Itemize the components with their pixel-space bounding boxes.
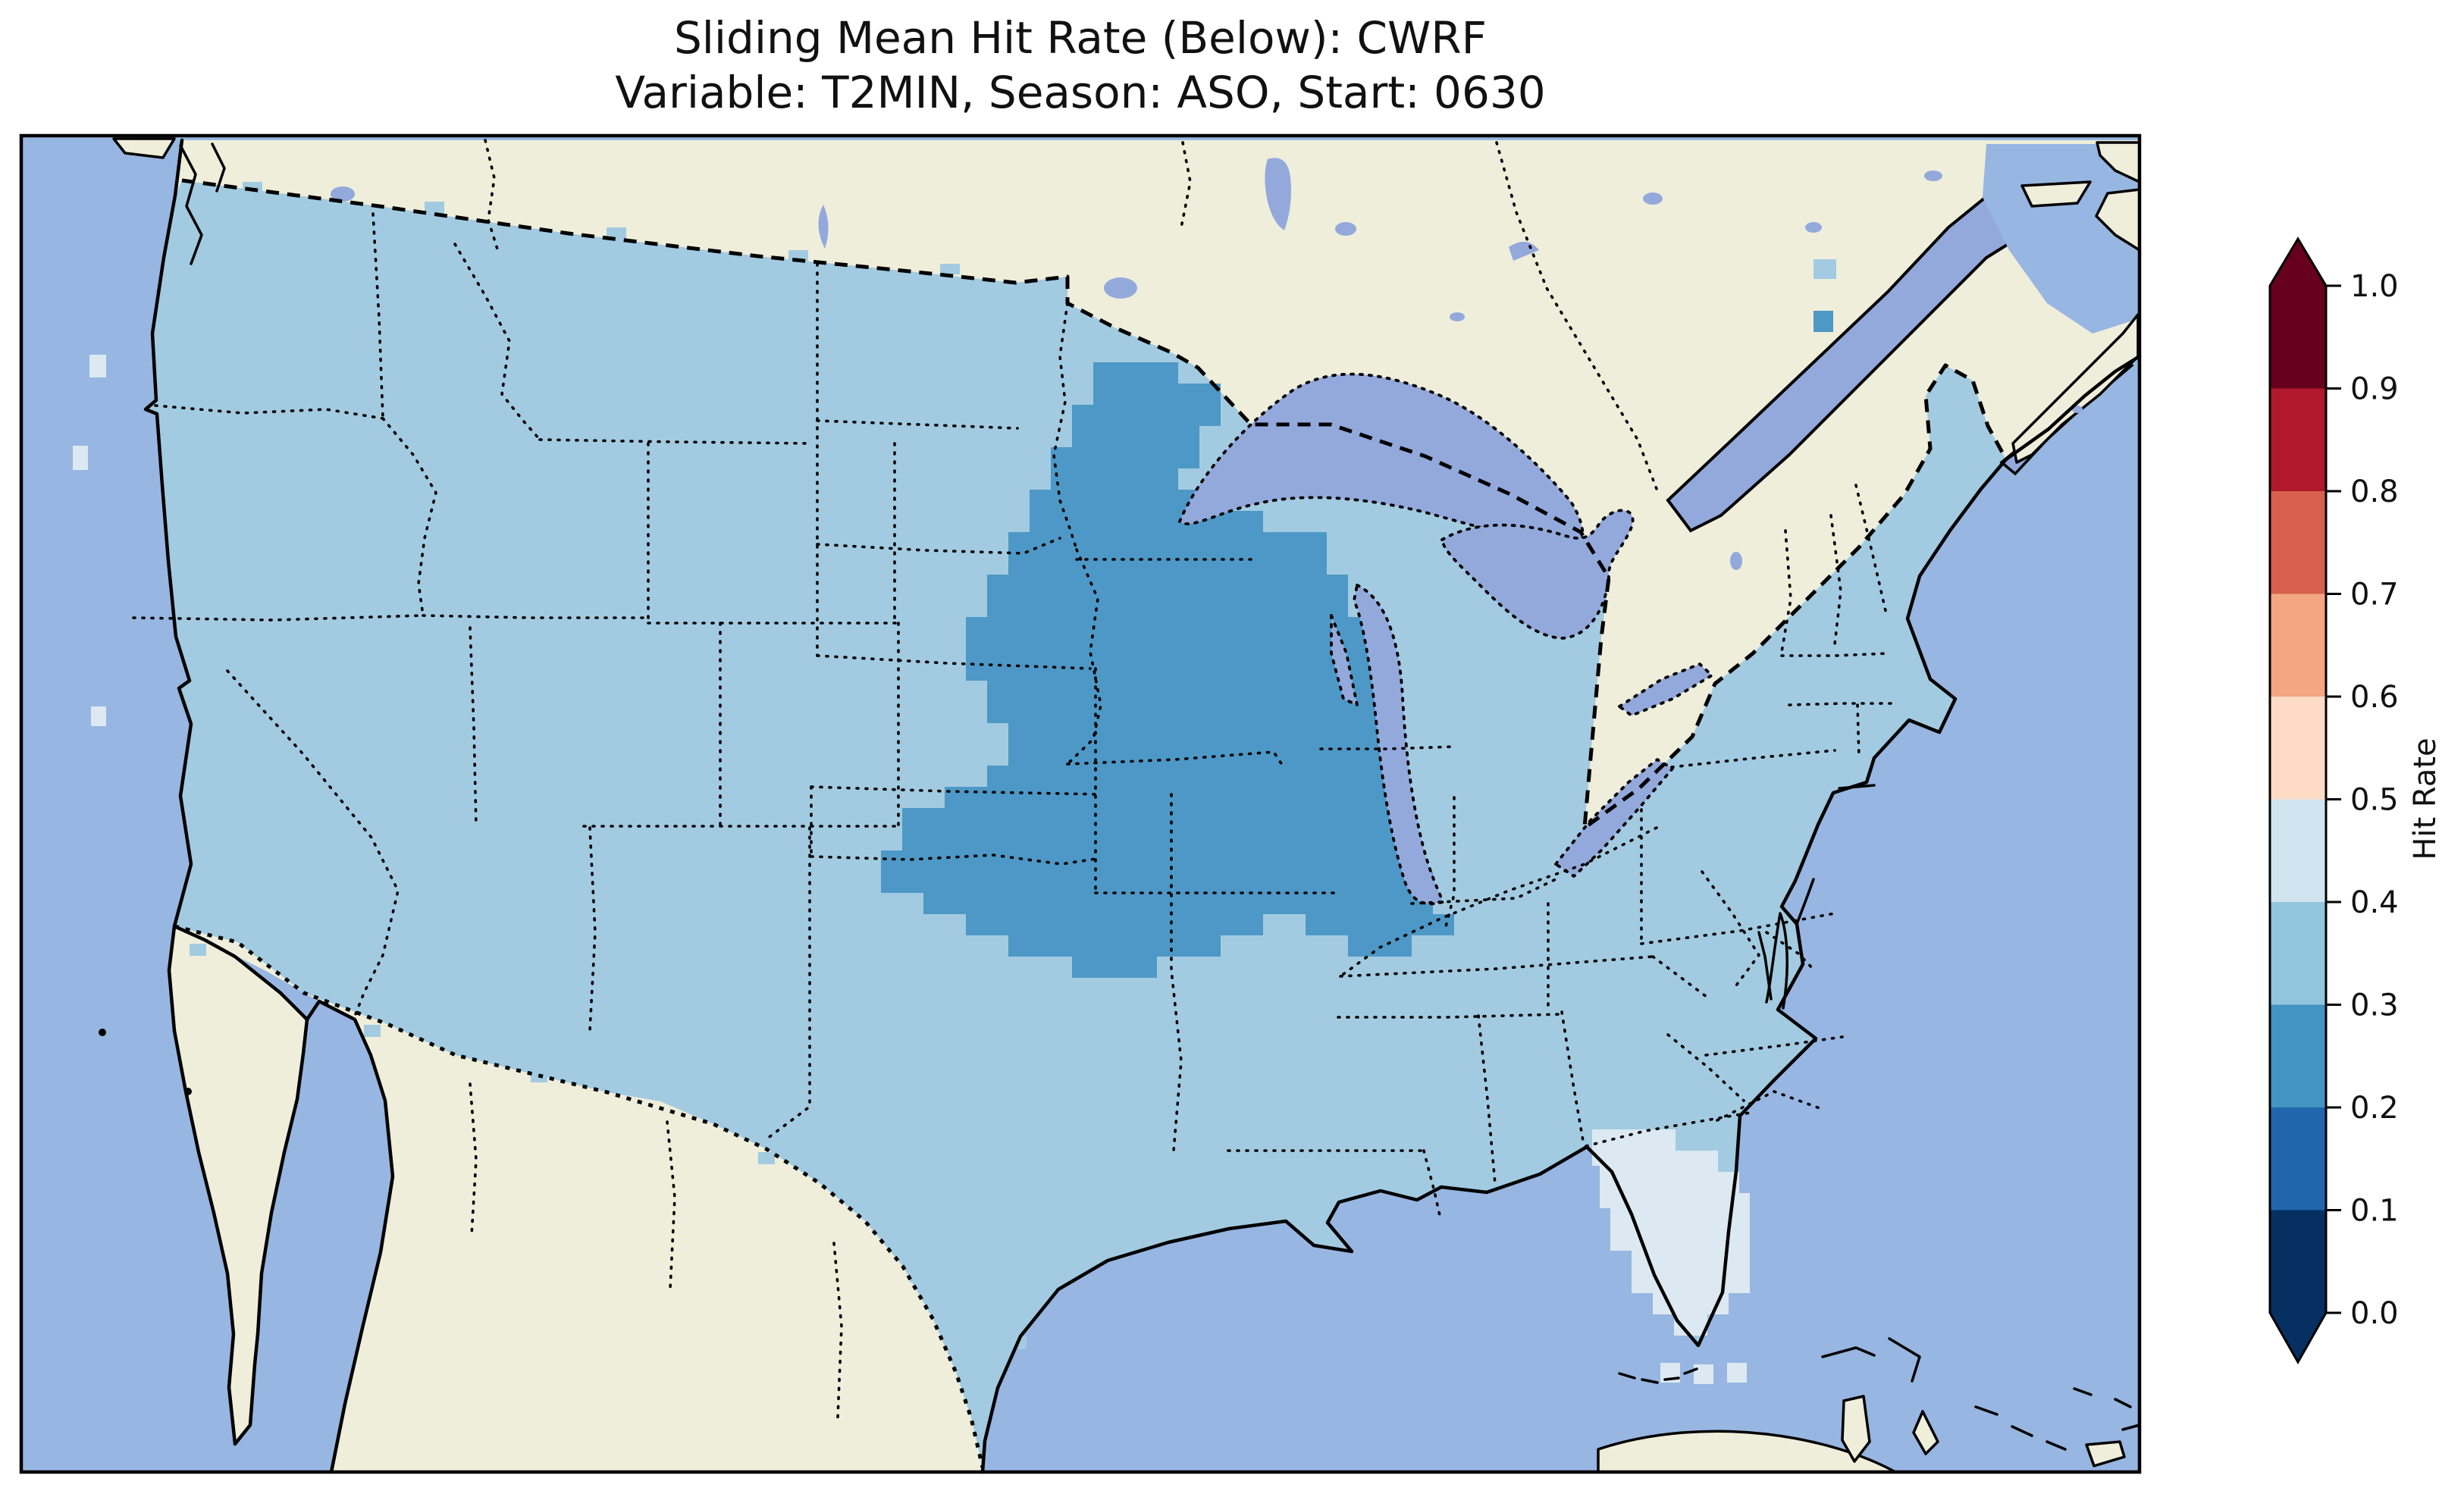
lake-michigan xyxy=(1353,584,1444,906)
tick-0.6: 0.6 xyxy=(2350,680,2399,715)
tick-0.1: 0.1 xyxy=(2350,1194,2399,1229)
pacific-islet xyxy=(99,1029,106,1036)
colorbar-tick-labels: 1.0 0.9 0.8 0.7 0.6 0.5 0.4 0.3 0.2 0.1 … xyxy=(2350,269,2399,1331)
lake-ontario xyxy=(1618,662,1713,717)
tick-0.0: 0.0 xyxy=(2350,1296,2399,1331)
colorbar-axis-label: Hit Rate xyxy=(2408,738,2443,860)
bahamas-north xyxy=(1821,1337,1921,1383)
gulf-of-st-lawrence xyxy=(1983,144,2140,334)
coastline xyxy=(143,138,395,1474)
gulf-atlantic-coastline xyxy=(980,354,2142,1474)
colorbar-extend-above-arrow xyxy=(2270,239,2326,286)
tick-0.5: 0.5 xyxy=(2350,783,2399,818)
lake-erie xyxy=(1554,758,1674,878)
figure-subtitle: Variable: T2MIN, Season: ASO, Start: 063… xyxy=(615,67,1545,118)
colorbar-seg-0.0-0.1 xyxy=(2270,1210,2326,1313)
colorbar-seg-0.4-0.5 xyxy=(2270,799,2326,902)
colorbar-seg-0.9-1.0 xyxy=(2270,286,2326,389)
colorbar-seg-0.8-0.9 xyxy=(2270,388,2326,491)
us-mexico-border xyxy=(174,924,985,1468)
great-lakes xyxy=(1178,372,1713,906)
cuba xyxy=(1597,1430,1897,1474)
chesapeake-delaware-bays xyxy=(1757,784,1876,1010)
andros-island xyxy=(1841,1395,1871,1463)
turks-island xyxy=(2085,1440,2126,1467)
map-frame xyxy=(19,133,2142,1474)
colorbar-seg-0.7-0.8 xyxy=(2270,491,2326,594)
colorbar-seg-0.6-0.7 xyxy=(2270,594,2326,697)
tick-0.2: 0.2 xyxy=(2350,1091,2399,1126)
tick-0.4: 0.4 xyxy=(2350,885,2399,920)
pacific-islet-2 xyxy=(184,1088,192,1095)
colorbar-extend-below-arrow xyxy=(2270,1313,2326,1362)
prince-edward-island xyxy=(2020,180,2092,208)
green-bay xyxy=(1330,614,1359,706)
colorbar-ticks xyxy=(2326,284,2341,1314)
state-borders xyxy=(132,139,1897,1419)
us-canada-border xyxy=(181,178,2008,830)
florida-pale-patch xyxy=(1592,1129,1750,1336)
lake-superior xyxy=(1178,372,1585,549)
figure-title: Sliding Mean Hit Rate (Below): CWRF xyxy=(674,12,1487,64)
bahamas-scatter xyxy=(1974,1387,2141,1451)
tick-1.0: 1.0 xyxy=(2350,269,2399,304)
tick-0.8: 0.8 xyxy=(2350,475,2399,509)
raster-edge-cells xyxy=(190,182,1836,1349)
tick-0.3: 0.3 xyxy=(2350,988,2399,1023)
tick-0.9: 0.9 xyxy=(2350,372,2399,407)
colorbar-seg-0.3-0.4 xyxy=(2270,902,2326,1005)
colorbar: 1.0 0.9 0.8 0.7 0.6 0.5 0.4 0.3 0.2 0.1 … xyxy=(2268,236,2443,1365)
lake-huron xyxy=(1440,509,1635,640)
maine-dark-cell xyxy=(1814,311,1833,332)
colorbar-seg-0.1-0.2 xyxy=(2270,1107,2326,1211)
canada-lakes xyxy=(331,158,2083,570)
newfoundland-corner xyxy=(2096,141,2141,183)
baja-peninsula xyxy=(169,926,307,1444)
eleuthera-island xyxy=(1912,1410,1939,1455)
map-axes xyxy=(19,133,2142,1474)
tick-0.7: 0.7 xyxy=(2350,578,2399,612)
puget-sound xyxy=(179,143,226,265)
midwest-low-hit-rate-patch xyxy=(881,362,1454,978)
colorbar-seg-0.5-0.6 xyxy=(2270,697,2326,800)
caribbean-islands xyxy=(99,1029,2141,1474)
colorbar-seg-0.2-0.3 xyxy=(2270,1004,2326,1107)
florida-keys xyxy=(1618,1367,1698,1384)
vancouver-island-tip xyxy=(112,137,176,159)
